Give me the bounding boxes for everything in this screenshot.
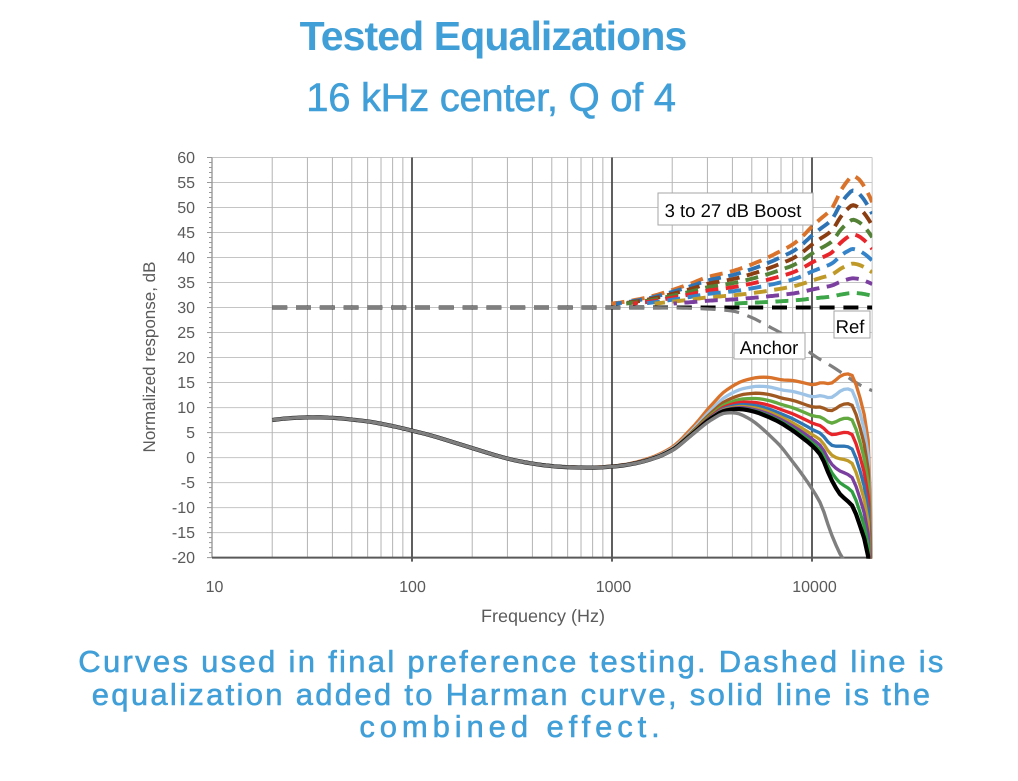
svg-text:Anchor: Anchor [740, 337, 799, 358]
svg-text:60: 60 [177, 150, 195, 167]
svg-text:10: 10 [206, 579, 224, 596]
svg-text:15: 15 [177, 375, 195, 392]
svg-text:-15: -15 [172, 525, 195, 542]
svg-text:Normalized response, dB: Normalized response, dB [140, 262, 159, 453]
svg-text:55: 55 [177, 175, 195, 192]
svg-text:40: 40 [177, 250, 195, 267]
svg-text:100: 100 [399, 579, 426, 596]
svg-text:Ref: Ref [836, 316, 866, 337]
svg-text:-20: -20 [172, 550, 195, 567]
svg-text:25: 25 [177, 325, 195, 342]
svg-text:10: 10 [177, 400, 195, 417]
svg-text:20: 20 [177, 350, 195, 367]
svg-text:35: 35 [177, 275, 195, 292]
svg-text:10000: 10000 [792, 579, 837, 596]
svg-text:50: 50 [177, 200, 195, 217]
svg-text:Frequency (Hz): Frequency (Hz) [481, 606, 605, 626]
svg-text:3 to 27 dB Boost: 3 to 27 dB Boost [665, 200, 802, 221]
svg-text:5: 5 [186, 425, 195, 442]
svg-text:0: 0 [186, 450, 195, 467]
svg-text:-10: -10 [172, 500, 195, 517]
svg-text:1000: 1000 [596, 579, 632, 596]
svg-text:45: 45 [177, 225, 195, 242]
svg-text:30: 30 [177, 300, 195, 317]
svg-text:-5: -5 [181, 475, 195, 492]
